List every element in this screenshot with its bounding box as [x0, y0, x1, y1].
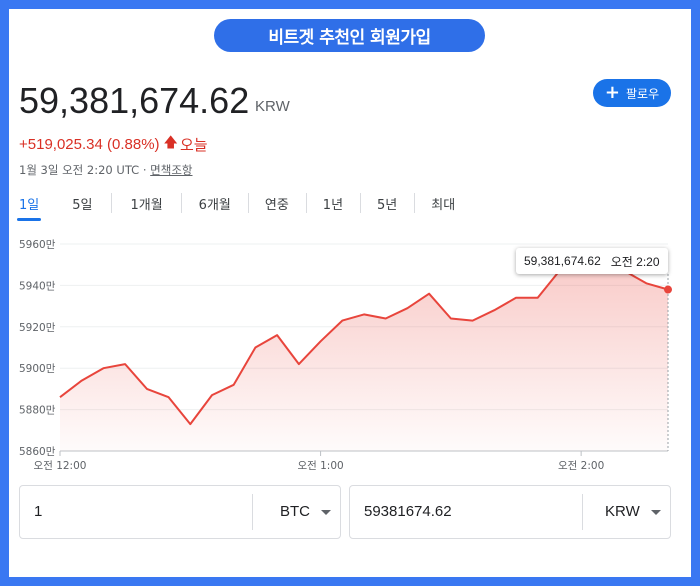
plus-icon: +	[604, 82, 620, 103]
x-tick-label: 오전 2:00	[558, 460, 604, 472]
range-tabs: 1일 5일 1개월 6개월 연중 1년 5년 최대	[16, 193, 456, 221]
tab-1d[interactable]: 1일	[16, 194, 42, 221]
arrow-up-icon: 🡅	[163, 134, 178, 150]
price-change: +519,025.34 (0.88%) 🡅 오늘	[19, 132, 208, 156]
price-change-period: 오늘	[179, 136, 208, 154]
y-tick-label: 5960만	[19, 239, 56, 251]
tab-ytd[interactable]: 연중	[264, 197, 289, 213]
current-point-marker	[664, 285, 672, 294]
price-area-fill	[60, 262, 668, 451]
timestamp-line: 1월 3일 오전 2:20 UTC · 면책조항	[19, 162, 193, 178]
x-tick-label: 오전 1:00	[297, 460, 343, 472]
tab-5y[interactable]: 5년	[377, 197, 398, 213]
tab-divider	[180, 193, 182, 213]
current-price: 59,381,674.62	[19, 80, 250, 121]
tab-1m[interactable]: 1개월	[130, 197, 163, 213]
btc-unit-select[interactable]: BTC	[280, 503, 310, 520]
tab-divider	[414, 193, 416, 213]
follow-button[interactable]: + 팔로우	[593, 79, 671, 107]
chevron-down-icon[interactable]	[321, 510, 331, 515]
y-tick-label: 5940만	[19, 280, 56, 292]
tab-divider	[360, 193, 362, 213]
converter-krw-box: 59381674.62 KRW	[349, 485, 671, 539]
chevron-down-icon[interactable]	[651, 510, 661, 515]
converter-btc-box: 1 BTC	[19, 485, 341, 539]
tab-max[interactable]: 최대	[431, 197, 456, 213]
tab-5d[interactable]: 5일	[72, 197, 93, 213]
referral-signup-banner[interactable]: 비트겟 추천인 회원가입	[214, 19, 485, 52]
y-tick-label: 5860만	[19, 446, 56, 458]
tab-divider	[111, 193, 113, 213]
tab-divider	[305, 193, 307, 213]
krw-unit-select[interactable]: KRW	[605, 503, 640, 520]
price-tooltip: 59,381,674.62 오전 2:20	[516, 248, 668, 274]
btc-amount-input[interactable]: 1	[34, 503, 43, 520]
converter-divider	[252, 494, 253, 530]
y-tick-label: 5920만	[19, 322, 56, 334]
krw-amount-input[interactable]: 59381674.62	[364, 503, 452, 520]
disclaimer-link[interactable]: 면책조항	[150, 163, 193, 177]
tab-6m[interactable]: 6개월	[198, 197, 231, 213]
converter-divider	[582, 494, 583, 530]
tooltip-time: 오전 2:20	[610, 254, 660, 269]
y-tick-label: 5900만	[19, 363, 56, 375]
price-change-value: +519,025.34 (0.88%)	[19, 135, 160, 153]
x-tick-label: 오전 12:00	[34, 460, 87, 472]
tab-1y[interactable]: 1년	[322, 197, 344, 213]
price-currency: KRW	[255, 98, 290, 115]
tab-divider	[247, 193, 249, 213]
y-tick-label: 5880만	[19, 405, 56, 417]
timestamp-text: 1월 3일 오전 2:20 UTC ·	[19, 163, 151, 177]
follow-label: 팔로우	[625, 86, 660, 101]
tooltip-value: 59,381,674.62	[524, 254, 601, 268]
